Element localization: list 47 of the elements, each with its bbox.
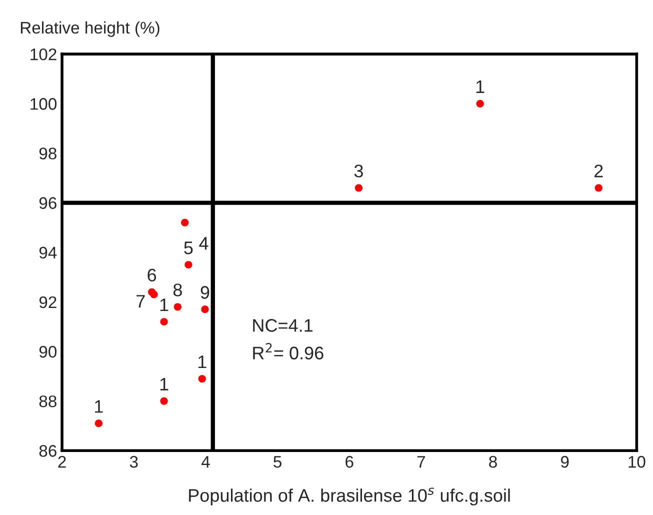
point (476, 100, 484, 108)
x-tick-label: 9 (560, 456, 569, 468)
point (184, 260, 192, 269)
y-tick-label: 96 (39, 197, 56, 209)
annotation: 1 (160, 378, 168, 390)
x-tick-label: 10 (628, 456, 646, 468)
x-tick-label: 3 (130, 456, 138, 468)
annotation: 1 (476, 80, 484, 93)
point (150, 290, 158, 298)
annotation: 6 (148, 268, 156, 282)
annotation: 7 (136, 295, 145, 308)
annotation: 1 (198, 356, 206, 368)
y-tick-label: 86 (39, 445, 56, 457)
x-tick-label: 5 (274, 456, 282, 468)
y-tick-label: 92 (39, 296, 56, 308)
y-tick-label: 102 (30, 48, 56, 60)
x-tick-label: 6 (346, 456, 354, 468)
y-tick-label: 88 (39, 395, 56, 408)
y-tick-label: 100 (30, 98, 57, 110)
x-tick-label: 7 (417, 456, 425, 468)
point (201, 306, 209, 314)
annotation: 9 (200, 286, 210, 299)
point (94, 420, 102, 428)
annotation: 1 (160, 298, 168, 312)
point (160, 318, 168, 326)
y-tick-label: 98 (39, 148, 56, 160)
annotation: 5 (184, 242, 193, 254)
point (174, 303, 182, 311)
point (594, 184, 602, 192)
point (181, 218, 189, 226)
point (198, 374, 206, 383)
annotation: 2 (594, 164, 603, 178)
point (354, 184, 362, 192)
y-axis-title: Relative height (%) (20, 21, 160, 37)
annotation: 8 (173, 284, 182, 296)
annotation: 3 (354, 164, 363, 178)
x-tick-label: 4 (201, 456, 210, 468)
annotation: 1 (95, 400, 103, 413)
x-axis-title: Population of A. brasilense 10$^{s}$ ufc.g.soil (189, 488, 510, 506)
y-tick-label: 94 (39, 246, 57, 259)
x-tick-label: 2 (58, 456, 66, 468)
y-tick-label: 90 (39, 346, 57, 358)
x-tick-label: 8 (489, 456, 497, 468)
annotation: R$^{2}$= 0.96 (253, 342, 324, 360)
annotation: 4 (199, 237, 208, 250)
point (160, 397, 168, 405)
annotation: NC=4.1 (253, 319, 313, 332)
